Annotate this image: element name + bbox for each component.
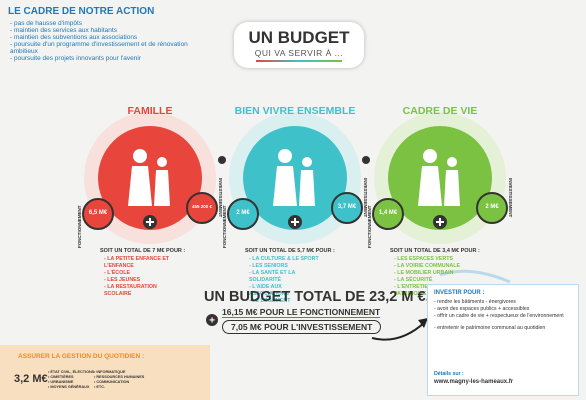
quotidien-box: [0, 345, 210, 400]
fonctionnement-label: FONCTIONNEMENT: [367, 205, 372, 249]
icon-body: [444, 170, 460, 206]
header-item: - poursuite des projets innovants pour l…: [10, 55, 141, 62]
section-title: FAMILLE: [127, 105, 173, 117]
section-circle: [243, 126, 347, 230]
icon-head: [157, 157, 167, 167]
investissement-value: 3,7 M€: [337, 204, 357, 210]
icon-head: [447, 157, 457, 167]
investissement-value: 455 200 €: [191, 204, 213, 209]
section-title: BIEN VIVRE ENSEMBLE: [234, 105, 356, 117]
section-item: - LA PETITE ENFANCE ET L'ENFANCE: [104, 256, 170, 269]
investir-details: Détails sur :: [434, 371, 464, 377]
plus-circle: [206, 314, 218, 326]
investissement-circle: [186, 192, 218, 224]
section-item: - L'ENTRETIEN DU PATRIMOINE: [394, 284, 441, 297]
section-title: CADRE DE VIE: [402, 105, 478, 117]
header-title: LE CADRE DE NOTRE ACTION: [8, 6, 155, 17]
total-investissement: 7,05 M€ POUR L'INVESTISSEMENT: [222, 320, 382, 334]
investir-item: - offrir un cadre de vie + respectueux d…: [434, 313, 564, 319]
icon-head: [302, 157, 312, 167]
fonctionnement-label: FONCTIONNEMENT: [222, 205, 227, 249]
plus-sign: +: [209, 316, 215, 327]
banner-underline: [256, 60, 342, 62]
quotidien-item: • URBANISME: [48, 380, 74, 384]
arrow: [371, 321, 426, 341]
fonctionnement-label: FONCTIONNEMENT: [77, 205, 82, 249]
icon-head: [423, 149, 437, 163]
section-total: SOIT UN TOTAL DE 5,7 M€ POUR :: [245, 248, 335, 254]
section-item: - LES JEUNES: [104, 277, 141, 283]
fonctionnement-value: 6,5 M€: [88, 210, 108, 216]
investissement-circle: [331, 192, 363, 224]
icon-head: [133, 149, 147, 163]
header-item: - maintien des subventions aux associati…: [10, 34, 138, 41]
icon-body: [273, 166, 297, 206]
fonctionnement-circle: [82, 198, 114, 230]
banner: UN BUDGET QUI VA SERVIR À ...: [234, 22, 364, 68]
fonctionnement-circle: [372, 198, 404, 230]
section-item: - LE MOBILIER URBAIN: [394, 270, 454, 276]
section-total: SOIT UN TOTAL DE 7 M€ POUR :: [100, 248, 186, 254]
quotidien-item: • CIMETIÈRES: [48, 375, 74, 379]
investir-url: www.magny-les-hameaux.fr: [434, 379, 514, 385]
arrow-head: [418, 318, 428, 328]
investir-item: - avoir des espaces publics + accessible…: [434, 306, 530, 312]
section-total: SOIT UN TOTAL DE 3,4 M€ POUR :: [390, 248, 480, 254]
plus-sign: [291, 218, 299, 226]
section-circle: [388, 126, 492, 230]
wave: [439, 269, 511, 284]
section-item: - LA VOIRIE COMMUNALE: [394, 263, 461, 269]
section-item: - L'AIDE AUX ASSOCIATIONS: [249, 284, 289, 297]
plus-sign: [436, 218, 444, 226]
banner-subtitle: QUI VA SERVIR À ...: [254, 48, 344, 58]
plus-sign: [146, 218, 154, 226]
header-item: - maintien des services aux habitants: [10, 27, 117, 34]
fonctionnement-circle: [227, 198, 259, 230]
section-item: - LA SANTÉ ET LA SOLIDARITÉ: [249, 270, 296, 283]
section-item: - LA RESTAURATION SCOLAIRE: [104, 284, 157, 297]
icon-body: [128, 166, 152, 206]
banner-title: UN BUDGET: [248, 28, 350, 47]
quotidien-title: ASSURER LA GESTION DU QUOTIDIEN :: [18, 353, 145, 360]
section-item: - LA SÉCURITÉ: [394, 277, 433, 283]
investir-item: - rendre les bâtiments - énergivores: [434, 299, 516, 305]
total-title: UN BUDGET TOTAL DE 23,2 M €,: [204, 289, 430, 305]
investissement-value: 2 M€: [485, 204, 499, 210]
total-fonctionnement: 16,15 M€ POUR LE FONCTIONNEMENT: [222, 307, 381, 318]
investir-title: INVESTIR POUR :: [434, 290, 485, 296]
investissement-circle: [476, 192, 508, 224]
fonctionnement-value: 1,4 M€: [378, 210, 398, 216]
quotidien-item: • ÉTAT CIVIL, ÉLECTIONS: [48, 370, 95, 374]
header-item: - pas de hausse d'impôts: [10, 20, 83, 27]
icon-head: [278, 149, 292, 163]
quotidien-item: • INFORMATIQUE: [94, 370, 126, 374]
section-circle: [98, 126, 202, 230]
investissement-label: INVESTISSEMENT: [508, 178, 513, 218]
header-item: - poursuite d'un programme d'investissem…: [10, 41, 188, 55]
quotidien-amount: 3,2 M€: [14, 373, 48, 385]
section-item: - LES ESPACES VERTS: [394, 256, 454, 262]
section-item: - LA CULTURE & LE SPORT: [249, 256, 319, 262]
separator-dot: [218, 156, 226, 164]
separator-dot: [362, 156, 370, 164]
investir-item: - entretenir le patrimoine communal au q…: [434, 325, 546, 331]
quotidien-item: • COMMUNICATION: [94, 380, 130, 384]
quotidien-item: • RESSOURCES HUMAINES: [94, 375, 145, 379]
quotidien-item: • ETC.: [94, 385, 106, 389]
section-item: - LE LOGEMENT: [249, 298, 291, 304]
icon-body: [299, 170, 315, 206]
icon-body: [154, 170, 170, 206]
investir-box: [427, 284, 579, 396]
quotidien-item: • MOYENS GÉNÉRAUX: [48, 385, 90, 389]
section-item: - L'ÉCOLE: [104, 270, 130, 276]
icon-body: [418, 166, 442, 206]
section-item: - LES SENIORS: [249, 263, 288, 269]
fonctionnement-value: 2 M€: [236, 210, 250, 216]
